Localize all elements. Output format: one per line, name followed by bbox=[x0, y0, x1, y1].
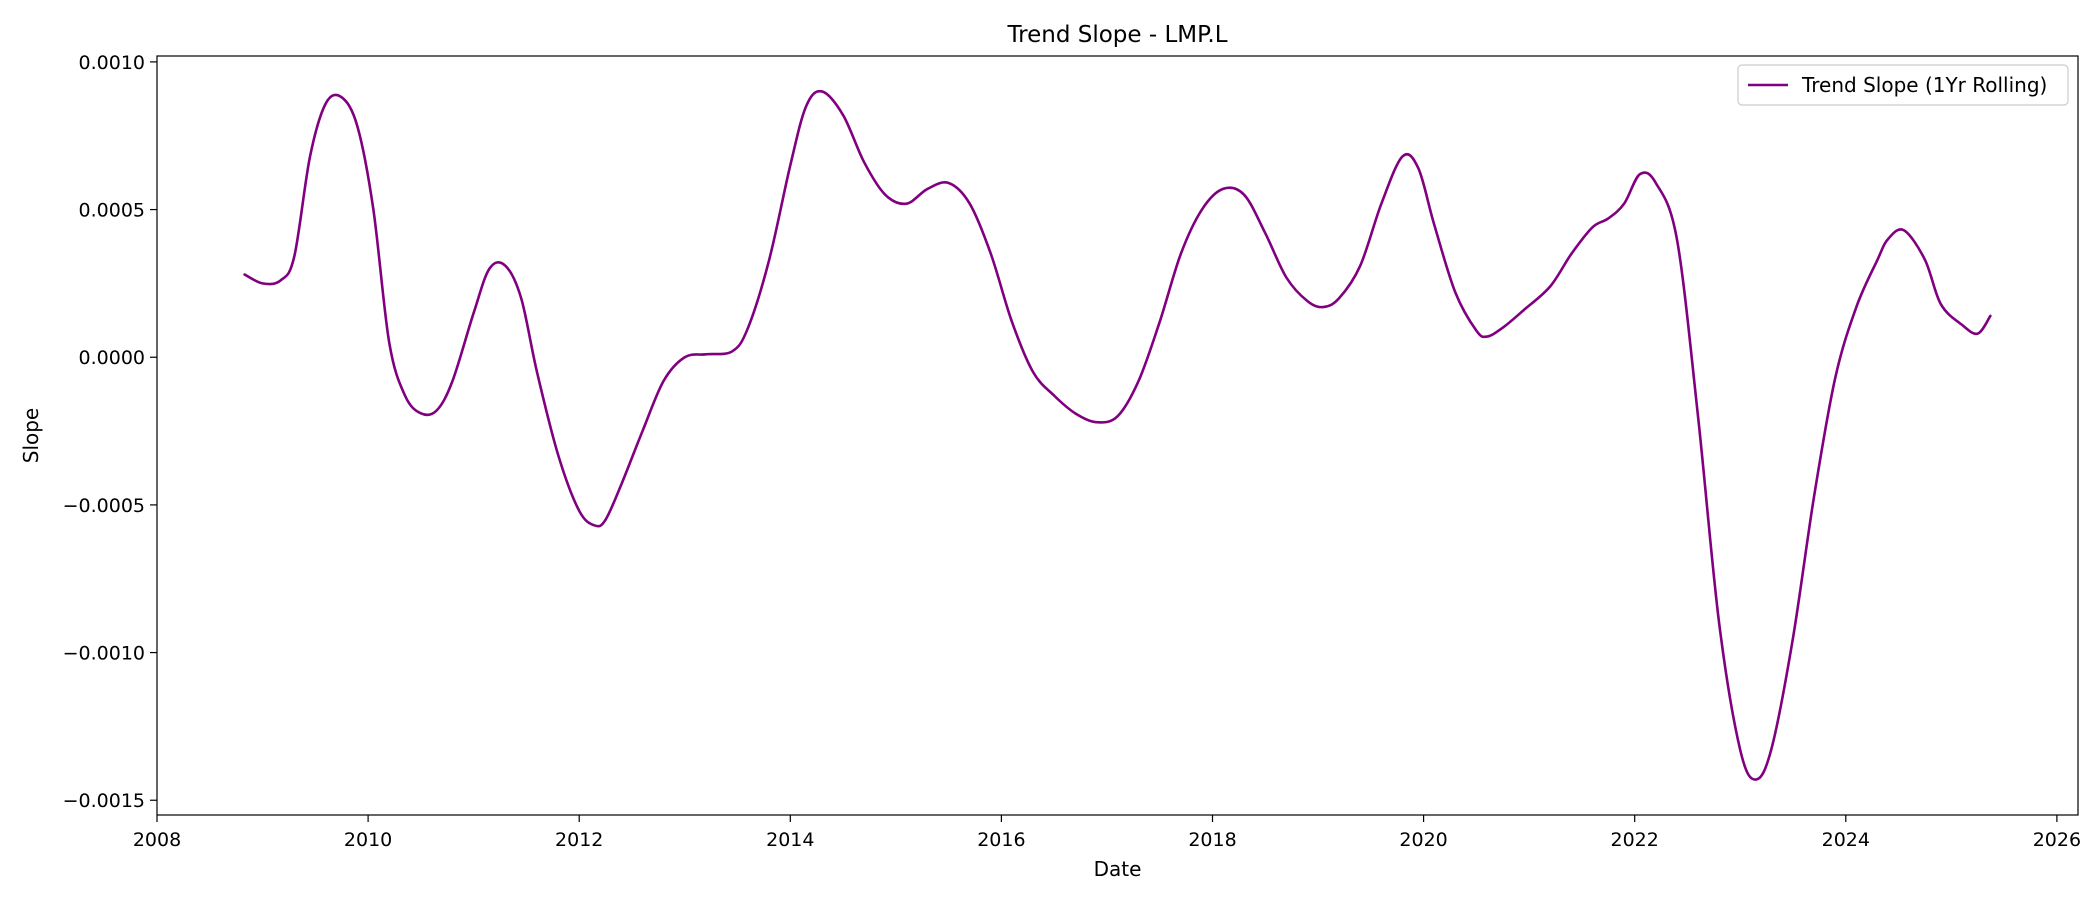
y-tick-label: −0.0015 bbox=[63, 790, 145, 812]
x-axis-title: Date bbox=[1094, 857, 1142, 881]
x-tick-label: 2014 bbox=[766, 829, 814, 851]
x-tick-label: 2016 bbox=[977, 829, 1025, 851]
x-tick-label: 2018 bbox=[1188, 829, 1236, 851]
x-tick-label: 2012 bbox=[555, 829, 603, 851]
x-tick-label: 2008 bbox=[133, 829, 181, 851]
series-layer bbox=[243, 89, 1992, 781]
chart-title: Trend Slope - LMP.L bbox=[1006, 22, 1227, 48]
y-tick-label: 0.0005 bbox=[79, 200, 145, 222]
x-tick-label: 2024 bbox=[1822, 829, 1870, 851]
y-tick-label: −0.0005 bbox=[63, 495, 145, 517]
ticks-layer: 2008 2010 2012 2014 2016 2018 2020 2022 2024 2026… bbox=[63, 52, 2081, 851]
y-axis-title: Slope bbox=[19, 408, 43, 464]
x-tick-label: 2020 bbox=[1399, 829, 1447, 851]
y-tick-label: −0.0010 bbox=[63, 643, 145, 665]
x-tick-label: 2010 bbox=[344, 829, 392, 851]
legend-box bbox=[1737, 64, 2069, 106]
series-line-trend-slope bbox=[243, 89, 1992, 781]
y-tick-label: 0.0010 bbox=[79, 52, 145, 74]
plot-frame bbox=[156, 55, 2079, 816]
legend: Trend Slope (1Yr Rolling) bbox=[1737, 64, 2069, 106]
x-tick-label: 2026 bbox=[2033, 829, 2081, 851]
x-tick-label: 2022 bbox=[1611, 829, 1659, 851]
y-tick-label: 0.0000 bbox=[79, 347, 145, 369]
legend-label: Trend Slope (1Yr Rolling) bbox=[1801, 73, 2047, 97]
